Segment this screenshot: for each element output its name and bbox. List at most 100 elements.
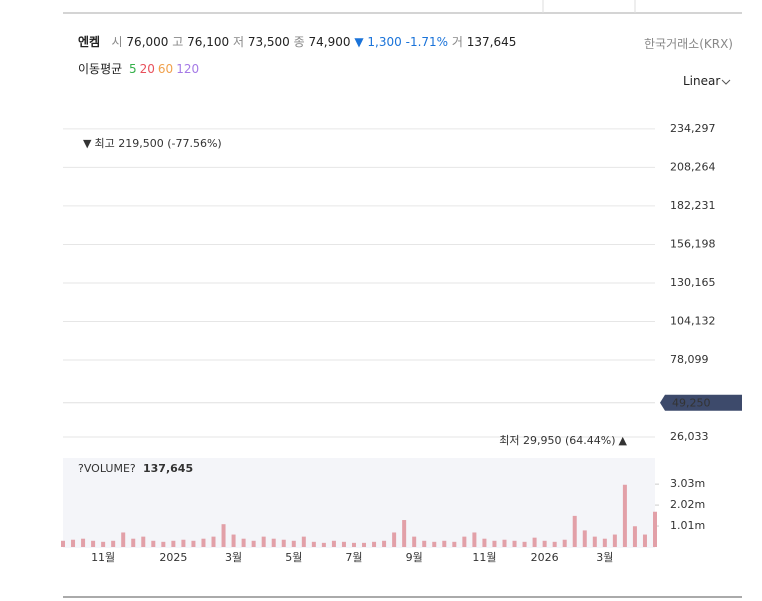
x-tick-label: 9월: [406, 551, 423, 564]
ma-legend: 이동평균 5 20 60 120: [78, 60, 199, 77]
value: 137,645: [466, 35, 517, 49]
volume-bar: [582, 530, 587, 547]
y-tick-label: 234,297: [670, 122, 716, 135]
value: 76,000: [126, 35, 169, 49]
volume-bar: [111, 540, 116, 547]
label: 종: [293, 35, 305, 49]
volume-bar: [241, 538, 246, 547]
change: 1,300: [367, 35, 402, 49]
y-tick-label: 208,264: [670, 160, 716, 173]
volume-bar: [482, 538, 487, 547]
legend-entry[interactable]: 5: [129, 62, 137, 76]
legend-items: 5 20 60 120: [126, 62, 199, 76]
current-price-label: 49,250: [672, 397, 711, 410]
annotation-high: ▼ 최고 219,500 (-77.56%): [83, 137, 222, 150]
volume-bar: [452, 541, 457, 547]
volume-bar: [462, 536, 467, 547]
volume-bar: [181, 539, 186, 547]
volume-bar: [121, 532, 126, 547]
volume-bar: [602, 538, 607, 547]
legend-entry[interactable]: 120: [176, 62, 200, 76]
value: 74,900: [308, 35, 351, 49]
volume-bar: [572, 515, 577, 547]
label: 거: [451, 35, 463, 49]
volume-bar: [201, 538, 206, 547]
volume-bar: [301, 536, 306, 547]
volume-bar: [382, 540, 387, 547]
volume-bar: [281, 539, 286, 547]
y-tick-label: 2.02m: [670, 498, 705, 511]
volume-bar: [321, 542, 326, 547]
volume-bar: [622, 484, 627, 547]
volume-bar: [191, 540, 196, 547]
y-tick-label: 3.03m: [670, 477, 705, 490]
marker: ▲: [619, 434, 628, 447]
volume-bar: [311, 541, 316, 547]
volume-bar: [231, 534, 236, 547]
change-arrow: ▼: [354, 35, 364, 49]
volume-bar: [642, 534, 647, 547]
x-tick-label: 3월: [596, 551, 613, 564]
legend-entry[interactable]: 60: [157, 62, 174, 76]
volume-bar: [141, 536, 146, 547]
exchange: 한국거래소(KRX): [644, 37, 733, 51]
volume-bar: [502, 539, 507, 547]
volume-bar: [221, 524, 226, 547]
y-tick-label: 104,132: [670, 314, 716, 327]
volume-bar: [392, 532, 397, 547]
volume-bar: [592, 536, 597, 547]
volume-bar: [492, 540, 497, 547]
volume-bar: [171, 540, 176, 547]
volume-bar: [632, 526, 637, 547]
volume-bar: [151, 540, 156, 547]
legend-title: 이동평균: [78, 62, 123, 76]
label: 고: [172, 35, 184, 49]
volume-bar: [422, 540, 427, 547]
x-tick-label: 2025: [159, 551, 187, 564]
annotation-low: 최저 29,950 (64.44%) ▲: [499, 434, 627, 447]
volume-bar: [412, 536, 417, 547]
volume-bar: [131, 538, 136, 547]
volume-bar: [161, 541, 166, 547]
x-tick-label: 5월: [285, 551, 302, 564]
x-tick-label: 11월: [472, 551, 496, 564]
quote-header: 엔켐 시 76,000 고 76,100 저 73,500 종 74,900 ▼…: [78, 33, 516, 50]
dropdown-arrow[interactable]: [721, 79, 731, 85]
volume-bar: [442, 540, 447, 547]
legend-entry[interactable]: 20: [139, 62, 155, 76]
label: 시: [111, 35, 123, 49]
volume-bar: [61, 540, 65, 547]
volume-bar: [432, 541, 437, 547]
x-tick-label: 2026: [531, 551, 559, 564]
volume-bar: [542, 540, 547, 547]
x-tick-label: 7월: [345, 551, 362, 564]
x-tick-label: 3월: [225, 551, 242, 564]
volume-bar: [101, 541, 106, 547]
volume-bar: [341, 541, 346, 547]
y-tick-label: 1.01m: [670, 519, 705, 532]
volume-bar: [522, 541, 527, 547]
volume-bar: [532, 537, 537, 547]
y-tick-label: 130,165: [670, 276, 716, 289]
value: 73,500: [247, 35, 290, 49]
volume-bar: [653, 511, 657, 547]
volume-bar: [562, 539, 567, 547]
volume-bar: [372, 541, 377, 547]
change-pct: -1.71%: [405, 35, 449, 49]
volume-bar: [271, 538, 276, 547]
marker: ▼: [83, 137, 92, 150]
volume-bar: [91, 540, 96, 547]
volume-bar: [552, 541, 557, 547]
annotation-text: 최고 219,500 (-77.56%): [94, 137, 221, 150]
label: 저: [232, 35, 244, 49]
volume-bar: [512, 540, 517, 547]
scale-mode[interactable]: Linear: [683, 74, 721, 88]
y-tick-label: 182,231: [670, 199, 716, 212]
y-tick-label: 78,099: [670, 353, 709, 366]
annotation-text: 최저 29,950 (64.44%): [499, 434, 615, 447]
volume-bar: [612, 534, 617, 547]
volume-bar: [291, 540, 296, 547]
y-tick-label: 26,033: [670, 430, 709, 443]
value: 76,100: [187, 35, 230, 49]
